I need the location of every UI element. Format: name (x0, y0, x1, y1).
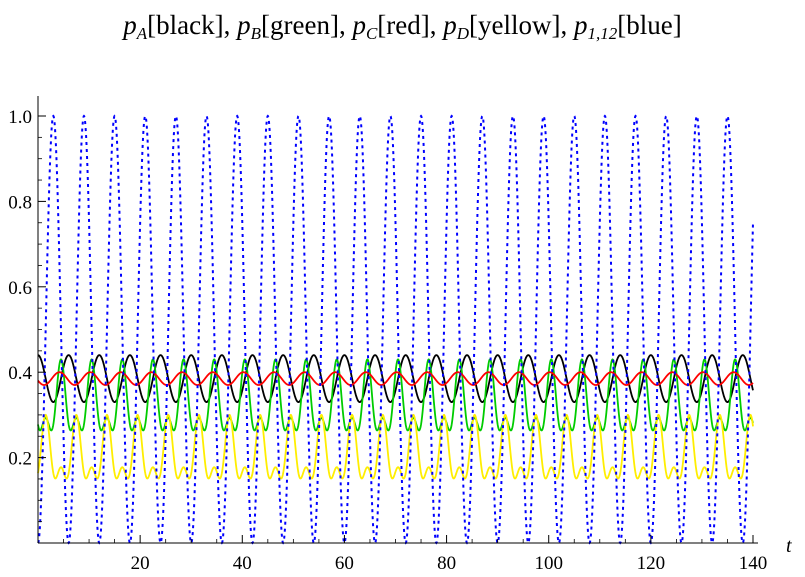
x-tick-label: 140 (739, 553, 768, 574)
title-sub-b: B (250, 24, 261, 43)
x-tick-label: 80 (437, 553, 456, 574)
axes-layer: 20 40 60 80 100 120 140 0.2 0.4 0.6 0.8 1.0 (8, 96, 767, 574)
series-layer (37, 114, 754, 545)
x-tick-label: 20 (131, 553, 150, 574)
series-line-2 (37, 371, 754, 386)
series-line-1 (37, 358, 754, 432)
y-tick-label: 0.4 (8, 363, 32, 384)
title-black: [black], (147, 10, 238, 40)
title-sub-112: 1,12 (587, 24, 618, 43)
y-tick-label: 1.0 (8, 107, 32, 128)
title-green: [green], (261, 10, 353, 40)
x-axis-label: t (786, 535, 792, 557)
chart-title: pA[black], pB[green], pC[red], pD[yellow… (0, 10, 805, 43)
x-tick-label: 40 (233, 553, 252, 574)
title-p-b: pB (237, 10, 261, 43)
title-p-a: pA (123, 10, 148, 43)
title-p-d: pD (443, 10, 470, 43)
title-sub-d: D (456, 24, 470, 43)
y-tick-label: 0.8 (8, 192, 32, 213)
series-line-4 (37, 114, 754, 545)
title-yellow: [yellow], (469, 10, 575, 40)
title-sub-a: A (136, 24, 148, 43)
y-tick-label: 0.2 (8, 449, 32, 470)
title-blue: [blue] (617, 10, 682, 40)
title-p-c: pC (352, 10, 378, 43)
x-tick-label: 120 (637, 553, 666, 574)
y-tick-label: 0.6 (8, 278, 32, 299)
title-sub-c: C (365, 24, 378, 43)
title-p-112: p1,12 (574, 10, 618, 43)
x-tick-label: 60 (335, 553, 354, 574)
x-tick-label: 100 (534, 553, 563, 574)
title-red: [red], (377, 10, 444, 40)
series-line-0 (37, 354, 754, 403)
